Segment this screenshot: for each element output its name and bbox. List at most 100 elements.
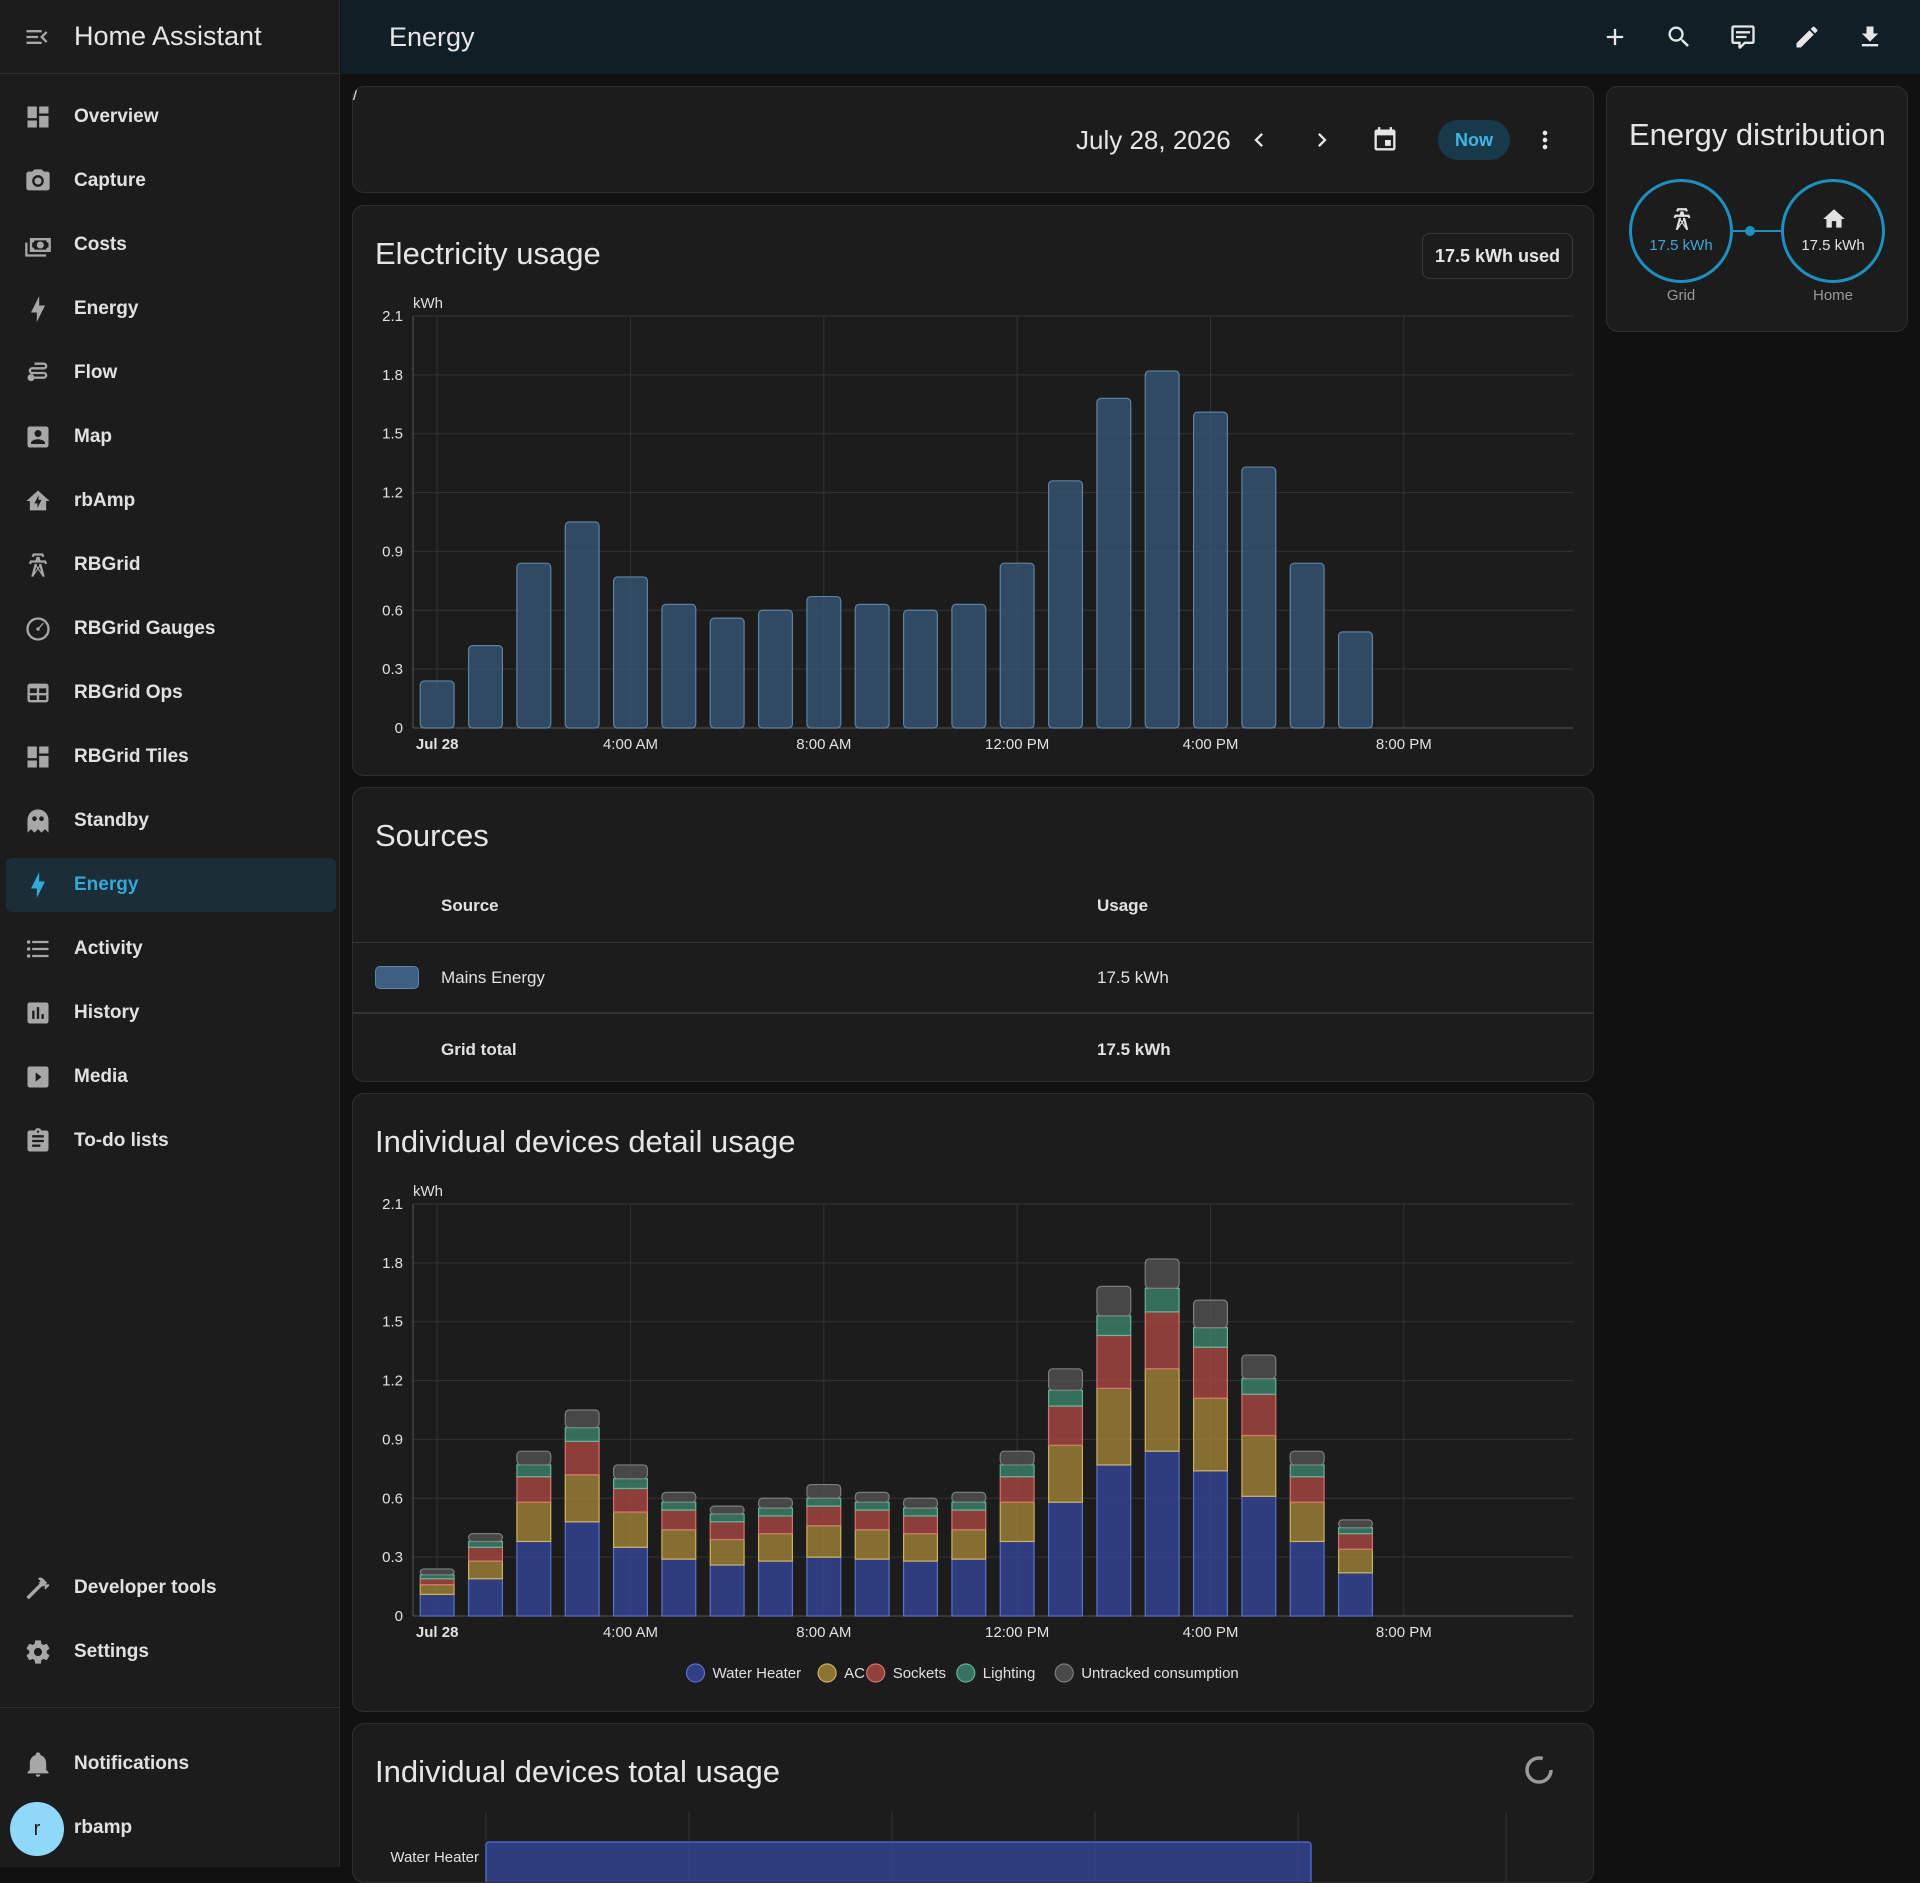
y-tick-label: 0.3 — [382, 1549, 403, 1566]
y-tick-label: 0 — [395, 720, 403, 737]
total-chart-bar-water-heater — [485, 1841, 1312, 1882]
sidebar-item-settings[interactable]: Settings — [6, 1625, 336, 1679]
sidebar-item-profile[interactable]: rbamp — [6, 1801, 336, 1855]
electricity-usage-chart: 0 0.3 0.6 0.9 1.2 1.5 1.8 2.1 Jul 28 4:00 AM 8:00 … — [382, 295, 1573, 753]
y-tick-label: 0.9 — [382, 543, 403, 560]
sidebar-item-media[interactable]: Media — [6, 1050, 336, 1104]
bar-mains-energy — [1144, 370, 1180, 729]
bar-sockets — [564, 1440, 600, 1476]
sidebar-item-rbamp[interactable]: rbAmp — [6, 474, 336, 528]
bar-untracked-consumption — [612, 1464, 649, 1480]
sidebar-item-label: Costs — [74, 234, 127, 255]
next-period-button[interactable] — [1302, 120, 1342, 160]
bar-lighting — [951, 1501, 987, 1511]
bar-lighting — [999, 1464, 1035, 1478]
sidebar-item-notifications[interactable]: Notifications — [6, 1737, 336, 1791]
bar-water-heater — [1096, 1464, 1132, 1617]
chart-box-icon — [24, 999, 52, 1027]
plus-icon — [1606, 28, 1624, 46]
calendar-icon — [1374, 127, 1396, 151]
home-value: 17.5 kWh — [1801, 237, 1865, 254]
sidebar-item-rbgrid-gauges[interactable]: RBGrid Gauges — [6, 602, 336, 656]
previous-period-button[interactable] — [1239, 120, 1279, 160]
edit-button[interactable] — [1785, 15, 1829, 59]
sidebar-item-to-do-lists[interactable]: To-do lists — [6, 1114, 336, 1168]
electricity-usage-card: Electricity usage 17.5 kWh used 0 0.3 0.6 0… — [352, 205, 1594, 776]
bar-lighting — [757, 1507, 794, 1517]
now-button[interactable]: Now — [1438, 120, 1510, 160]
sidebar-item-rbgrid-tiles[interactable]: RBGrid Tiles — [6, 730, 336, 784]
avatar[interactable]: r — [10, 1802, 64, 1856]
bar-sockets — [661, 1509, 697, 1531]
bar-mains-energy — [612, 576, 649, 729]
bar-water-heater — [806, 1556, 842, 1617]
sidebar-item-label: Developer tools — [74, 1577, 217, 1598]
dots-vertical-icon — [1542, 130, 1548, 150]
download-button[interactable] — [1848, 15, 1892, 59]
bar-water-heater — [902, 1560, 939, 1617]
bar-mains-energy — [564, 521, 600, 729]
sidebar-item-label: History — [74, 1002, 140, 1023]
sidebar-item-label: Energy — [74, 874, 139, 895]
calendar-button[interactable] — [1365, 120, 1405, 160]
x-tick-label: 4:00 PM — [1183, 736, 1239, 753]
bar-untracked-consumption — [709, 1505, 745, 1515]
sidebar-item-energy[interactable]: Energy — [6, 282, 336, 336]
bar-mains-energy — [661, 603, 697, 729]
sidebar-item-costs[interactable]: Costs — [6, 218, 336, 272]
bar-water-heater — [951, 1558, 987, 1617]
sidebar-item-overview[interactable]: Overview — [6, 90, 336, 144]
bar-ac — [1289, 1501, 1325, 1543]
more-options-button[interactable] — [1525, 120, 1565, 160]
sidebar-item-rbgrid[interactable]: RBGrid — [6, 538, 336, 592]
avatar-initial: r — [33, 1817, 41, 1840]
bar-untracked-consumption — [1241, 1354, 1277, 1380]
sidebar-item-map[interactable]: Map — [6, 410, 336, 464]
bar-mains-energy — [1096, 397, 1132, 729]
bar-untracked-consumption — [757, 1497, 794, 1509]
bar-ac — [951, 1529, 987, 1560]
bar-untracked-consumption — [1192, 1299, 1229, 1329]
x-tick-label: 8:00 AM — [796, 736, 851, 753]
ghost-icon — [24, 807, 52, 835]
bar-lighting — [1144, 1287, 1180, 1313]
card-title: Sources — [375, 818, 489, 853]
sidebar-item-history[interactable]: History — [6, 986, 336, 1040]
sidebar-item-capture[interactable]: Capture — [6, 154, 336, 208]
bar-lighting — [564, 1427, 600, 1442]
bar-untracked-consumption — [999, 1450, 1035, 1466]
devices-detail-card: Individual devices detail usage 0 0.3 0.6 0… — [352, 1093, 1594, 1712]
bar-water-heater — [1047, 1501, 1084, 1617]
sidebar-item-label: Standby — [74, 810, 149, 831]
bar-water-heater — [1144, 1450, 1180, 1617]
x-tick-label: 8:00 PM — [1376, 736, 1432, 753]
bar-sockets — [419, 1578, 455, 1586]
bar-ac — [1337, 1548, 1374, 1574]
bar-ac — [999, 1501, 1035, 1543]
refresh-button[interactable] — [1521, 1752, 1557, 1788]
home-node[interactable]: 17.5 kWh — [1781, 179, 1885, 283]
sidebar-item-energy[interactable]: Energy — [6, 858, 336, 912]
assist-button[interactable] — [1721, 15, 1765, 59]
search-button[interactable] — [1657, 15, 1701, 59]
sidebar-item-rbgrid-ops[interactable]: RBGrid Ops — [6, 666, 336, 720]
grid-node[interactable]: 17.5 kWh — [1629, 179, 1733, 283]
card-title: Energy distribution — [1629, 117, 1886, 152]
bar-lighting — [1241, 1378, 1277, 1395]
bar-untracked-consumption — [951, 1491, 987, 1503]
clipboard-list-icon — [24, 1127, 52, 1155]
bar-lighting — [516, 1464, 552, 1478]
bar-mains-energy — [1192, 411, 1229, 729]
add-button[interactable] — [1593, 15, 1637, 59]
view-dashboard-icon — [24, 103, 52, 131]
sidebar-item-standby[interactable]: Standby — [6, 794, 336, 848]
sidebar-item-activity[interactable]: Activity — [6, 922, 336, 976]
selected-date[interactable]: July 28, 2026 — [1076, 125, 1231, 155]
sidebar-item-flow[interactable]: Flow — [6, 346, 336, 400]
y-tick-label: 1.2 — [382, 485, 403, 502]
bar-ac — [1144, 1368, 1180, 1452]
bar-ac — [419, 1584, 455, 1596]
menu-toggle-button[interactable] — [0, 0, 74, 74]
search-icon — [1668, 26, 1689, 47]
sidebar-item-developer-tools[interactable]: Developer tools — [6, 1561, 336, 1615]
